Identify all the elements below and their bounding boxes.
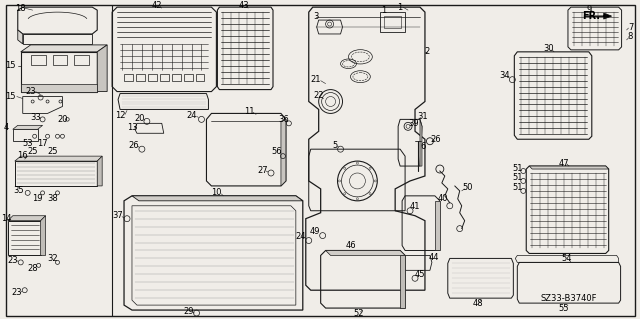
Text: 2: 2 — [424, 47, 429, 56]
Bar — [196, 74, 204, 81]
Text: 50: 50 — [463, 183, 473, 192]
Text: 23: 23 — [12, 288, 22, 297]
Text: 38: 38 — [47, 194, 58, 203]
Polygon shape — [97, 45, 107, 92]
Text: 41: 41 — [410, 202, 420, 211]
Polygon shape — [20, 84, 97, 92]
Polygon shape — [18, 30, 23, 44]
Polygon shape — [97, 156, 102, 186]
Polygon shape — [529, 166, 609, 169]
Text: 23: 23 — [26, 87, 36, 96]
Text: 33: 33 — [30, 113, 41, 122]
Bar — [184, 74, 193, 81]
Text: 13: 13 — [127, 123, 138, 132]
Text: 53: 53 — [22, 139, 33, 148]
Text: 32: 32 — [47, 254, 58, 263]
Bar — [31, 55, 45, 65]
Text: 51: 51 — [512, 183, 523, 192]
Text: 26: 26 — [129, 141, 140, 150]
Text: 42: 42 — [152, 1, 162, 10]
Polygon shape — [132, 196, 303, 201]
Text: 15: 15 — [6, 61, 16, 70]
Text: 28: 28 — [28, 264, 38, 273]
Text: 22: 22 — [314, 91, 324, 100]
Text: 51: 51 — [512, 174, 523, 182]
Text: 4: 4 — [3, 123, 8, 132]
Bar — [172, 74, 180, 81]
Text: 54: 54 — [562, 254, 572, 263]
Polygon shape — [40, 216, 45, 256]
Text: 20: 20 — [57, 115, 68, 124]
Text: FR.: FR. — [582, 11, 600, 21]
Text: 11: 11 — [244, 107, 255, 116]
Text: 6: 6 — [420, 142, 426, 151]
Polygon shape — [8, 216, 45, 221]
Text: 52: 52 — [353, 308, 364, 317]
Text: 40: 40 — [438, 194, 448, 203]
Polygon shape — [400, 256, 405, 308]
Text: 49: 49 — [310, 227, 320, 236]
Polygon shape — [420, 119, 422, 166]
Text: 36: 36 — [278, 115, 289, 124]
Text: 27: 27 — [258, 166, 268, 174]
Bar — [74, 55, 89, 65]
Text: 30: 30 — [544, 44, 554, 53]
Bar — [124, 74, 133, 81]
Polygon shape — [435, 201, 440, 250]
Text: 35: 35 — [13, 186, 24, 195]
Polygon shape — [326, 250, 405, 256]
Text: 29: 29 — [183, 307, 194, 315]
Polygon shape — [13, 125, 43, 129]
Bar — [148, 74, 157, 81]
Text: 18: 18 — [15, 4, 26, 13]
Bar — [384, 16, 401, 28]
Text: 51: 51 — [512, 164, 523, 173]
FancyArrow shape — [584, 13, 612, 19]
Text: 56: 56 — [271, 147, 282, 156]
Text: 10: 10 — [211, 189, 221, 197]
Text: 1: 1 — [381, 6, 386, 15]
Bar — [160, 74, 169, 81]
Text: 7: 7 — [628, 23, 633, 32]
Text: 25: 25 — [47, 147, 58, 156]
Text: 23: 23 — [8, 256, 18, 265]
Bar — [52, 55, 67, 65]
Text: 34: 34 — [499, 71, 509, 80]
Text: 24: 24 — [186, 111, 197, 120]
Text: 15: 15 — [6, 92, 16, 101]
Text: 47: 47 — [559, 159, 570, 167]
Bar — [136, 74, 145, 81]
Polygon shape — [15, 156, 102, 161]
Text: 12: 12 — [115, 111, 125, 120]
Text: 20: 20 — [134, 114, 145, 123]
Text: 5: 5 — [332, 141, 337, 150]
Text: 48: 48 — [472, 299, 483, 308]
Text: 25: 25 — [28, 147, 38, 156]
Text: 45: 45 — [415, 270, 425, 279]
Text: 21: 21 — [310, 75, 321, 84]
Polygon shape — [20, 45, 107, 52]
Text: 26: 26 — [431, 135, 441, 144]
Text: 44: 44 — [429, 253, 439, 262]
Text: 17: 17 — [37, 139, 48, 148]
Text: 14: 14 — [1, 214, 11, 223]
Bar — [380, 12, 405, 32]
Text: 39: 39 — [409, 119, 419, 128]
Text: 9: 9 — [586, 5, 591, 14]
Text: 3: 3 — [313, 11, 318, 21]
Text: 1: 1 — [397, 3, 403, 12]
Text: 16: 16 — [17, 151, 28, 160]
Text: 8: 8 — [628, 33, 633, 41]
Text: 37: 37 — [113, 211, 124, 220]
Text: 55: 55 — [559, 304, 569, 313]
Polygon shape — [281, 119, 286, 186]
Text: 24: 24 — [296, 232, 306, 241]
Text: 19: 19 — [33, 194, 43, 203]
Text: 46: 46 — [345, 241, 356, 250]
Text: 31: 31 — [418, 112, 428, 121]
Text: SZ33-B3740F: SZ33-B3740F — [541, 294, 597, 303]
Text: 43: 43 — [239, 1, 250, 10]
